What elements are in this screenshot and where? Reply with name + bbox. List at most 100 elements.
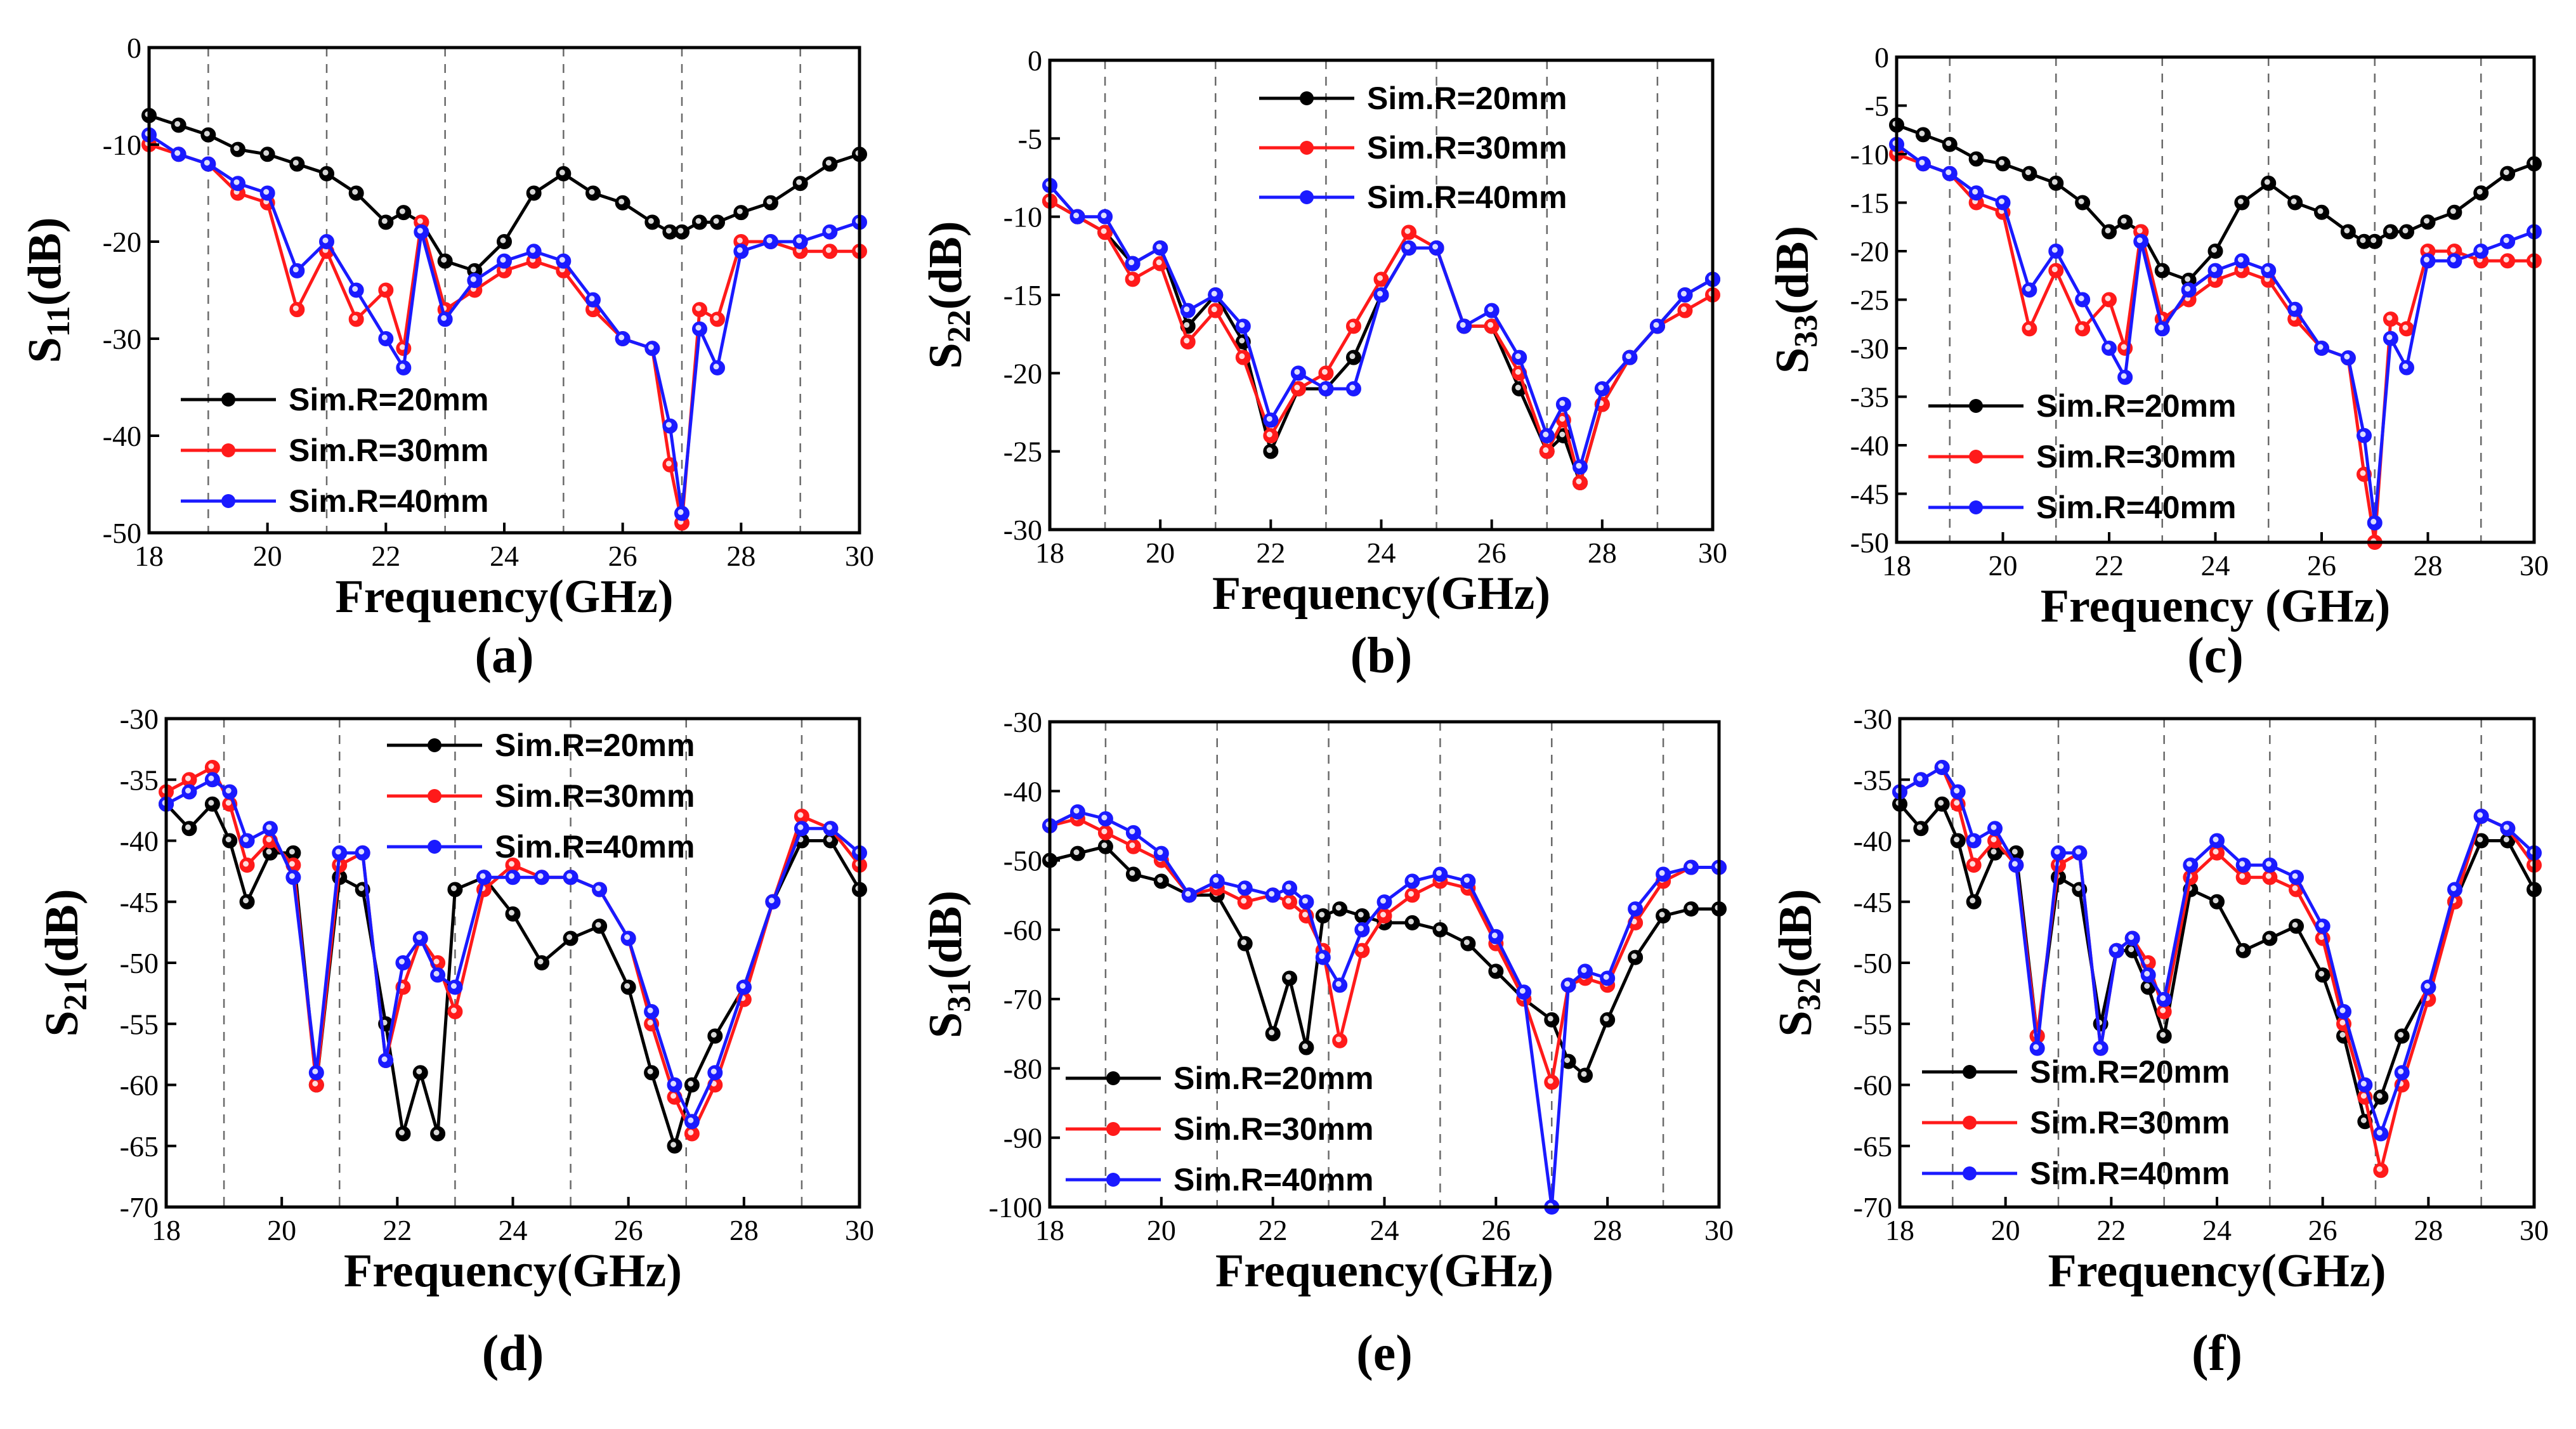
data-point-highlight: [2160, 1032, 2166, 1038]
series-line: [148, 143, 860, 525]
series-line: [1049, 199, 1714, 485]
data-point-highlight: [2144, 970, 2150, 977]
x-tick-label: 18: [152, 1214, 181, 1246]
data-point-highlight: [2011, 849, 2018, 855]
y-tick-label: -40: [120, 825, 159, 858]
chart-panel-2: 18 20 22 24 26 28 30 0 -5 -10 -15 -20 -25 -30 Frequenc…: [920, 44, 1727, 684]
data-point-highlight: [243, 861, 249, 867]
data-point-highlight: [2128, 934, 2135, 940]
x-tick-label: 20: [1991, 1214, 2020, 1246]
data-point-highlight: [1432, 244, 1439, 250]
series-line: [1049, 817, 1719, 1084]
data-point-highlight: [688, 1130, 694, 1135]
x-tick-label: 26: [608, 540, 637, 572]
data-point-highlight: [417, 228, 423, 234]
data-point-highlight: [1687, 904, 1693, 911]
y-tick-label: -40: [1004, 775, 1042, 807]
y-axis-title: S33(dB): [1767, 226, 1824, 374]
data-point-highlight: [2477, 837, 2483, 842]
data-point-highlight: [204, 160, 210, 166]
y-tick-label: -20: [1004, 357, 1042, 389]
y-tick-label: -25: [1004, 436, 1042, 468]
legend-marker: [428, 738, 441, 752]
data-point-highlight: [1564, 981, 1571, 987]
data-point-highlight: [766, 199, 773, 205]
data-point-highlight: [1156, 259, 1162, 266]
data-point-highlight: [1680, 290, 1687, 297]
data-point-highlight: [381, 218, 388, 224]
legend-marker: [1963, 1166, 1977, 1180]
data-point-highlight: [1157, 877, 1163, 883]
data-point-highlight: [1970, 861, 1976, 867]
legend-marker: [1106, 1122, 1120, 1136]
x-tick-label: 28: [1593, 1214, 1622, 1246]
data-point-highlight: [797, 824, 804, 830]
y-tick-label: -55: [120, 1008, 159, 1040]
data-point-highlight: [433, 970, 440, 977]
data-point-highlight: [1543, 431, 1549, 438]
data-point-highlight: [2370, 518, 2377, 525]
data-point-highlight: [2264, 266, 2270, 273]
y-axis-title-unit: (dB): [19, 217, 71, 306]
data-point-highlight: [1357, 946, 1364, 953]
data-point-highlight: [826, 837, 832, 842]
data-point-highlight: [1129, 870, 1135, 876]
y-tick-label: -15: [1850, 187, 1889, 219]
y-tick-label: -30: [1850, 332, 1889, 365]
y-tick-label: -70: [120, 1191, 159, 1223]
x-tick-label: 26: [614, 1214, 643, 1246]
data-point-highlight: [1576, 462, 1582, 469]
data-point-highlight: [381, 286, 388, 292]
y-axis-title-main: S: [1770, 1010, 1822, 1036]
data-point-highlight: [1687, 863, 1693, 869]
panel-label: (b): [1350, 628, 1413, 684]
y-axis-title-unit: (dB): [1770, 889, 1822, 978]
data-point-highlight: [2237, 256, 2244, 263]
data-point-highlight: [1073, 807, 1080, 814]
data-point-highlight: [398, 958, 405, 965]
data-point-highlight: [1919, 159, 1925, 166]
data-point-highlight: [648, 218, 654, 224]
data-point-highlight: [1598, 384, 1604, 391]
panel-label: (c): [2187, 628, 2244, 684]
data-point-highlight: [2292, 873, 2298, 879]
y-axis-title-unit: (dB): [36, 889, 88, 978]
data-point-highlight: [688, 1117, 694, 1123]
data-point-highlight: [736, 247, 743, 253]
data-point-highlight: [1631, 918, 1637, 925]
data-point-highlight: [1999, 199, 2004, 204]
data-point-highlight: [1559, 400, 1566, 407]
data-point-highlight: [1101, 228, 1107, 234]
data-point-highlight: [825, 228, 832, 234]
data-point-highlight: [2424, 256, 2429, 263]
data-point-highlight: [2503, 256, 2509, 263]
data-point-highlight: [2360, 237, 2366, 244]
data-point-highlight: [2291, 305, 2297, 311]
data-point-highlight: [559, 257, 565, 263]
legend-label: Sim.R=30mm: [1174, 1111, 1373, 1147]
data-point-highlight: [2376, 1130, 2383, 1135]
y-tick-label: -70: [1854, 1191, 1892, 1223]
data-point-highlight: [1559, 415, 1566, 422]
data-point-highlight: [1349, 322, 1356, 328]
data-point-highlight: [185, 788, 191, 793]
data-point-highlight: [1954, 788, 1960, 793]
data-point-highlight: [1945, 169, 1952, 176]
data-point-highlight: [1404, 228, 1411, 234]
data-point-highlight: [1101, 828, 1108, 835]
x-tick-label: 18: [134, 540, 164, 572]
data-point-highlight: [1101, 814, 1108, 821]
data-point-highlight: [2477, 812, 2483, 818]
data-point-highlight: [1184, 322, 1190, 328]
data-point-highlight: [2237, 199, 2244, 204]
data-point-highlight: [2239, 861, 2246, 867]
data-point-highlight: [1680, 306, 1687, 313]
data-point-highlight: [1519, 988, 1526, 994]
data-point-highlight: [2450, 256, 2456, 263]
y-tick-label: -30: [1004, 706, 1042, 738]
data-point-highlight: [2360, 470, 2366, 476]
data-point-highlight: [589, 189, 595, 195]
data-point-highlight: [1285, 884, 1291, 890]
data-point-highlight: [647, 1019, 653, 1026]
data-point-highlight: [1101, 842, 1108, 849]
